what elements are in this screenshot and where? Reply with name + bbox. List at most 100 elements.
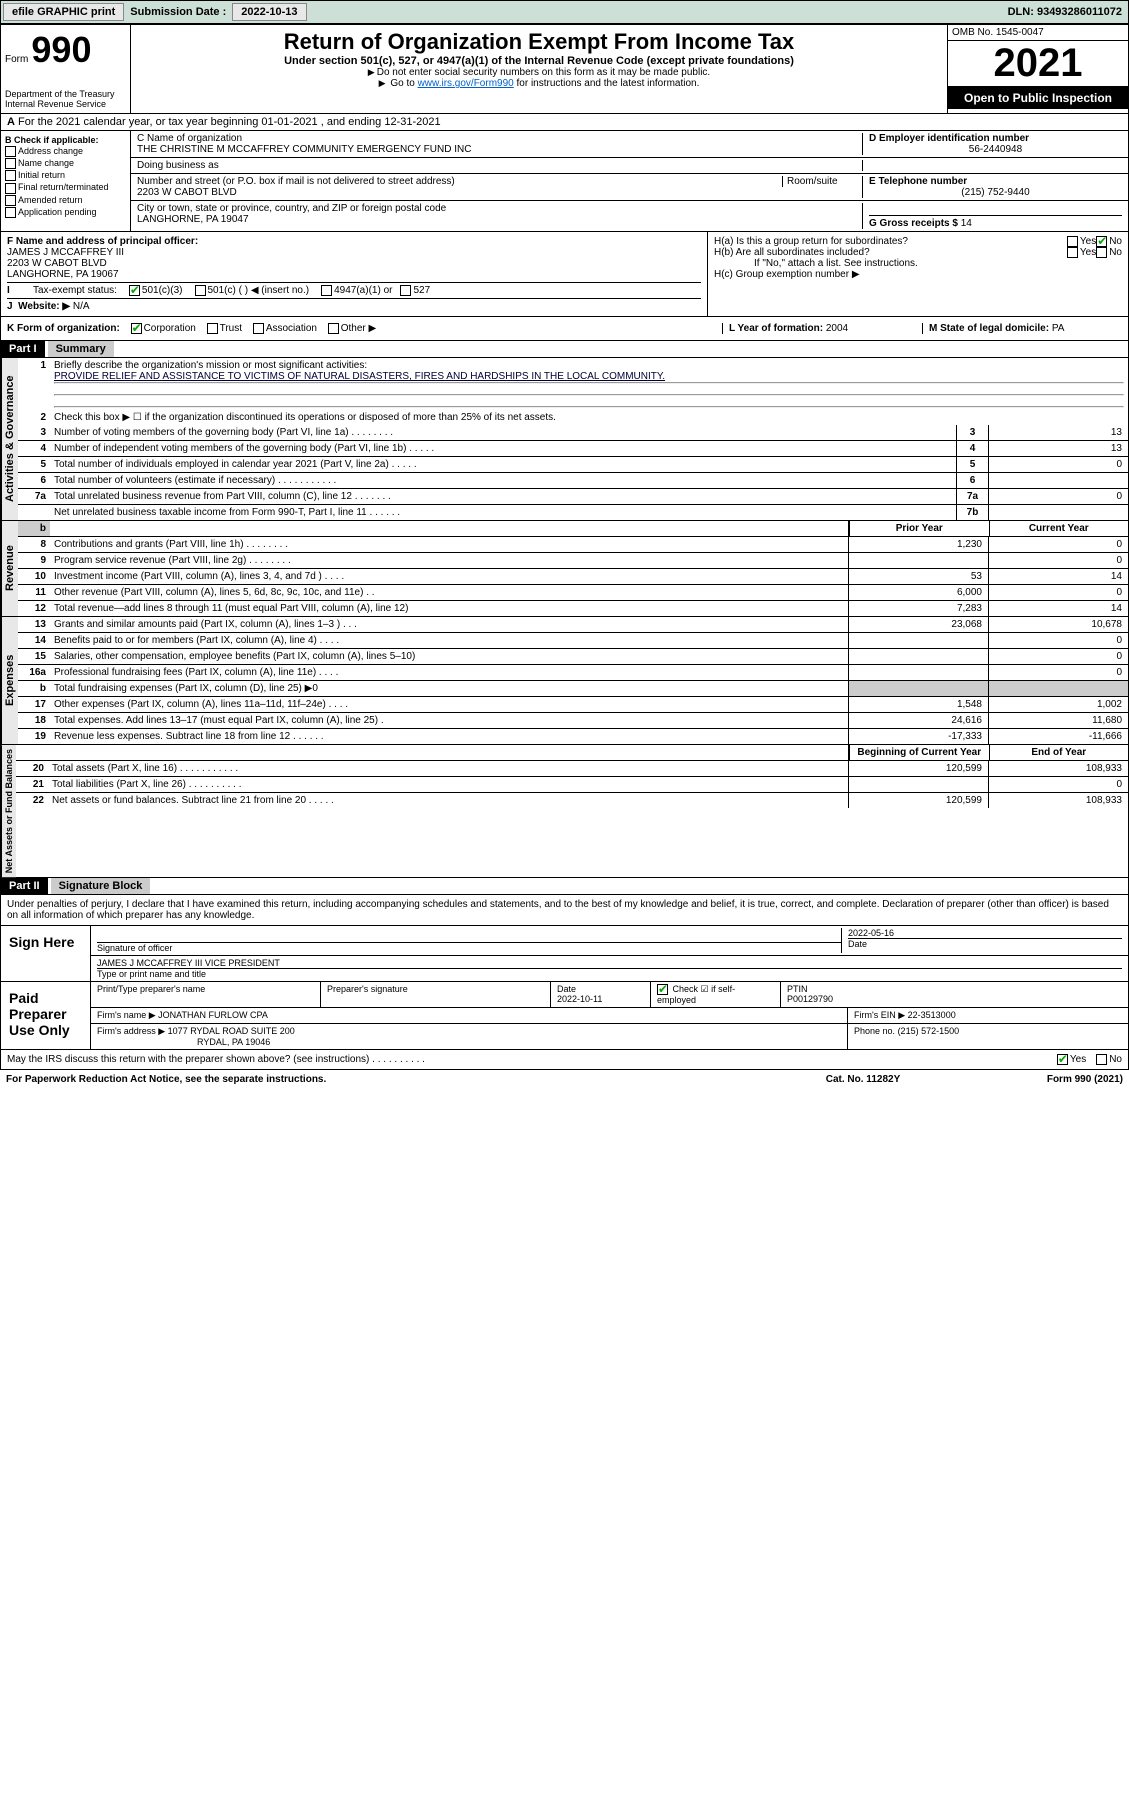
mission-text: PROVIDE RELIEF AND ASSISTANCE TO VICTIMS… (54, 371, 665, 382)
declaration-text: Under penalties of perjury, I declare th… (0, 895, 1129, 926)
prep-date-label: Date (557, 984, 576, 994)
box-c-label: C Name of organization (137, 133, 862, 144)
may-irs-yes[interactable] (1057, 1054, 1068, 1065)
top-bar: efile GRAPHIC print Submission Date : 20… (0, 0, 1129, 24)
chk-initial-return[interactable]: Initial return (5, 170, 126, 181)
submission-date-value: 2022-10-13 (232, 3, 306, 21)
opt-4947: 4947(a)(1) or (334, 285, 392, 296)
ptin-value: P00129790 (787, 994, 833, 1004)
city-label: City or town, state or province, country… (137, 203, 862, 214)
firm-name-label: Firm's name ▶ (97, 1010, 156, 1020)
box-f: F Name and address of principal officer:… (1, 232, 708, 316)
hb-no[interactable] (1096, 247, 1107, 258)
ha-no[interactable] (1096, 236, 1107, 247)
line-7a: 7a Total unrelated business revenue from… (18, 489, 1128, 505)
dln-label: DLN: (1008, 6, 1034, 18)
rev-line-9: 9 Program service revenue (Part VIII, li… (18, 553, 1128, 569)
chk-application-pending[interactable]: Application pending (5, 207, 126, 218)
chk-trust[interactable] (207, 323, 218, 334)
may-irs-no[interactable] (1096, 1054, 1107, 1065)
exp-line-15: 15 Salaries, other compensation, employe… (18, 649, 1128, 665)
check-self-employed[interactable]: Check ☑ if self-employed (651, 982, 781, 1007)
bal-line-20: 20 Total assets (Part X, line 16) . . . … (16, 761, 1128, 777)
officer-name-title: JAMES J MCCAFFREY III VICE PRESIDENT (97, 958, 1122, 968)
pra-notice: For Paperwork Reduction Act Notice, see … (6, 1074, 763, 1085)
part1-bar: Part I Summary (0, 341, 1129, 358)
firm-city: RYDAL, PA 19046 (97, 1037, 270, 1047)
row-l-label: L Year of formation: (729, 323, 823, 334)
efile-graphic-print-button[interactable]: efile GRAPHIC print (3, 3, 124, 21)
firm-ein: 22-3513000 (908, 1010, 956, 1020)
chk-association[interactable] (253, 323, 264, 334)
phone-label: Phone no. (854, 1026, 895, 1036)
q2-text: Check this box ▶ ☐ if the organization d… (50, 410, 1128, 425)
ein-value: 56-2440948 (869, 144, 1122, 155)
sig-date-val: 2022-05-16 (848, 928, 1122, 938)
box-b: B Check if applicable: Address change Na… (1, 131, 131, 231)
part2-bar: Part II Signature Block (0, 878, 1129, 895)
tax-year: 2021 (948, 41, 1128, 87)
hb-yes[interactable] (1067, 247, 1078, 258)
row-k-label: K Form of organization: (7, 323, 120, 334)
chk-4947[interactable] (321, 285, 332, 296)
firm-name: JONATHAN FURLOW CPA (158, 1010, 268, 1020)
dln-value: 93493286011072 (1037, 6, 1122, 18)
vtab-governance: Activities & Governance (1, 358, 18, 520)
may-irs-row: May the IRS discuss this return with the… (0, 1050, 1129, 1070)
form-title-block: Return of Organization Exempt From Incom… (131, 25, 948, 113)
prep-name-label: Print/Type preparer's name (91, 982, 321, 1007)
cat-no: Cat. No. 11282Y (763, 1074, 963, 1085)
form-subtitle-1: Under section 501(c), 527, or 4947(a)(1)… (135, 55, 943, 67)
sig-date-label: Date (848, 938, 1122, 949)
row-m-label: M State of legal domicile: (929, 323, 1049, 334)
row-i-label: Tax-exempt status: (33, 285, 117, 296)
omb-year-block: OMB No. 1545-0047 2021 Open to Public In… (948, 25, 1128, 113)
chk-corporation[interactable] (131, 323, 142, 334)
box-d-label: D Employer identification number (869, 133, 1029, 144)
chk-501c3[interactable] (129, 285, 140, 296)
box-e-label: E Telephone number (869, 176, 967, 187)
hb-note: If "No," attach a list. See instructions… (714, 258, 1122, 269)
chk-501c[interactable] (195, 285, 206, 296)
part1-title: Summary (48, 341, 114, 357)
box-b-label: B Check if applicable: (5, 135, 99, 145)
exp-line-16a: 16a Professional fundraising fees (Part … (18, 665, 1128, 681)
paid-preparer-row: Paid Preparer Use Only Print/Type prepar… (0, 982, 1129, 1050)
section-governance: Activities & Governance 1 Briefly descri… (0, 358, 1129, 521)
form-word: Form (5, 54, 28, 65)
firm-ein-label: Firm's EIN ▶ (854, 1010, 905, 1020)
chk-other[interactable] (328, 323, 339, 334)
line-3: 3 Number of voting members of the govern… (18, 425, 1128, 441)
may-irs-text: May the IRS discuss this return with the… (7, 1054, 1057, 1065)
firm-addr: 1077 RYDAL ROAD SUITE 200 (168, 1026, 295, 1036)
row-klm: K Form of organization: Corporation Trus… (0, 317, 1129, 341)
page-footer: For Paperwork Reduction Act Notice, see … (0, 1070, 1129, 1089)
chk-name-change[interactable]: Name change (5, 158, 126, 169)
website-value: N/A (73, 301, 90, 312)
exp-line-19: 19 Revenue less expenses. Subtract line … (18, 729, 1128, 744)
irs-link[interactable]: www.irs.gov/Form990 (418, 78, 514, 89)
line-4: 4 Number of independent voting members o… (18, 441, 1128, 457)
rev-line-8: 8 Contributions and grants (Part VIII, l… (18, 537, 1128, 553)
chk-527[interactable] (400, 285, 411, 296)
opt-501c3: 501(c)(3) (142, 285, 183, 296)
part1-tag: Part I (1, 341, 45, 357)
ha-yes[interactable] (1067, 236, 1078, 247)
telephone-value: (215) 752-9440 (869, 187, 1122, 198)
part2-tag: Part II (1, 878, 48, 894)
box-f-label: F Name and address of principal officer: (7, 236, 198, 247)
chk-amended-return[interactable]: Amended return (5, 195, 126, 206)
chk-address-change[interactable]: Address change (5, 146, 126, 157)
exp-line-b: b Total fundraising expenses (Part IX, c… (18, 681, 1128, 697)
hc-label: H(c) Group exemption number ▶ (714, 269, 1122, 280)
chk-final-return[interactable]: Final return/terminated (5, 182, 126, 193)
officer-addr: 2203 W CABOT BLVD (7, 258, 107, 269)
open-to-public: Open to Public Inspection (948, 87, 1128, 109)
form-header: Form 990 Department of the Treasury Inte… (0, 24, 1129, 114)
goto-pre: Go to (390, 78, 417, 89)
col-begin: Beginning of Current Year (849, 745, 989, 760)
section-balances: Net Assets or Fund Balances Beginning of… (0, 745, 1129, 878)
paid-preparer-label: Paid Preparer Use Only (1, 982, 91, 1049)
ha-label: H(a) Is this a group return for subordin… (714, 236, 1067, 247)
firm-addr-label: Firm's address ▶ (97, 1026, 165, 1036)
